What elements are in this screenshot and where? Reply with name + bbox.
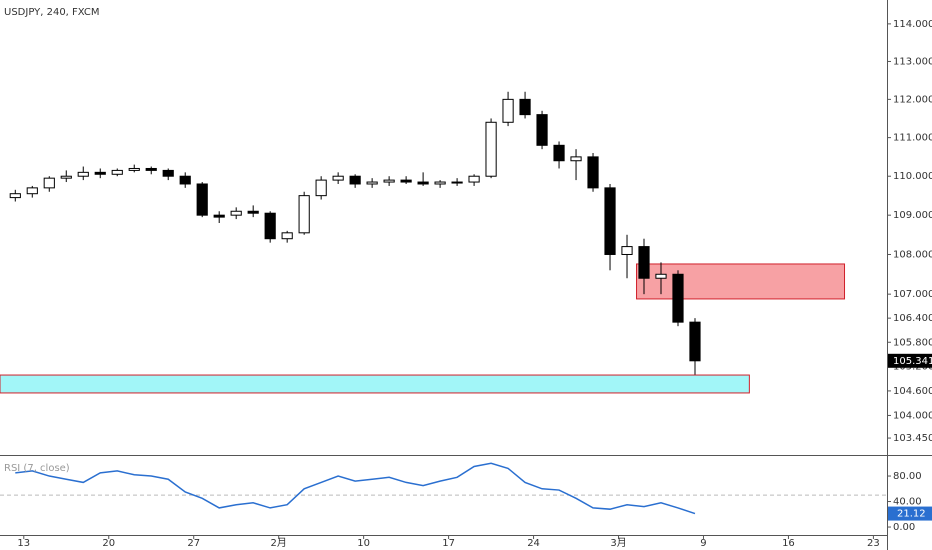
- candle-body: [417, 181, 429, 185]
- y-tick-label: 40.00: [893, 497, 922, 508]
- candle-body: [621, 246, 633, 255]
- candle-body: [315, 179, 327, 197]
- rsi-title: RSI (7, close): [4, 463, 70, 474]
- candle-body: [400, 179, 412, 183]
- y-tick-label: 113.000: [893, 56, 932, 67]
- rsi-line: [15, 462, 696, 515]
- candle-body: [468, 175, 480, 183]
- candle-body: [264, 212, 276, 240]
- candle-body: [451, 181, 463, 184]
- x-tick-label: 10: [357, 538, 370, 549]
- candle-body: [366, 181, 378, 185]
- candle-body: [43, 177, 55, 189]
- y-tick-label: 108.000: [893, 249, 932, 260]
- x-tick-label: 16: [782, 538, 795, 549]
- x-tick-label: 2月: [270, 537, 286, 549]
- y-tick-label: 104.000: [893, 410, 932, 421]
- y-tick-label: 106.400: [893, 313, 932, 324]
- candle-body: [332, 175, 344, 181]
- candle-body: [60, 175, 72, 179]
- x-tick-label: 23: [867, 538, 880, 549]
- y-tick-label: 114.000: [893, 19, 932, 30]
- candle-body: [502, 98, 514, 123]
- candle-body: [485, 121, 497, 177]
- zone: [0, 374, 750, 394]
- candle-body: [434, 181, 446, 185]
- candle-body: [179, 175, 191, 185]
- candle-body: [672, 273, 684, 323]
- zone: [636, 263, 846, 300]
- rsi-badge-label: 21.12: [897, 509, 926, 520]
- candle-body: [162, 169, 174, 177]
- candle-body: [536, 114, 548, 146]
- y-tick-label: 0.00: [893, 522, 915, 533]
- y-tick-label: 112.000: [893, 94, 932, 105]
- y-tick-label: 105.800: [893, 337, 932, 348]
- candle-body: [213, 214, 225, 218]
- candle-body: [77, 171, 89, 177]
- x-tick-label: 13: [17, 538, 30, 549]
- x-tick-label: 24: [527, 538, 540, 549]
- candle-body: [570, 156, 582, 162]
- candle-body: [94, 171, 106, 175]
- candle-body: [519, 98, 531, 116]
- candle-body: [553, 144, 565, 162]
- y-tick-label: 109.000: [893, 210, 932, 221]
- x-tick-label: 9: [700, 538, 706, 549]
- chart-title: USDJPY, 240, FXCM: [4, 7, 100, 18]
- candle-body: [281, 232, 293, 240]
- candle-body: [128, 167, 140, 171]
- x-tick-label: 20: [102, 538, 115, 549]
- candle-body: [111, 169, 123, 175]
- y-tick-label: 103.450: [893, 433, 932, 444]
- rsi-badge: [888, 506, 932, 521]
- y-tick-label: 107.000: [893, 289, 932, 300]
- candle-body: [9, 193, 21, 199]
- y-tick-label: 111.000: [893, 133, 932, 144]
- candle-body: [383, 179, 395, 183]
- candle-body: [655, 273, 667, 279]
- y-tick-label: 104.600: [893, 386, 932, 397]
- candle-body: [145, 167, 157, 171]
- x-tick-label: 27: [187, 538, 200, 549]
- y-tick-label: 80.00: [893, 471, 922, 482]
- x-tick-label: 3月: [610, 537, 626, 549]
- candle-body: [247, 210, 259, 214]
- candle-body: [298, 195, 310, 234]
- candle-body: [349, 175, 361, 185]
- layer: 114.000 113.000 112.000 111.000 110.000 109.0…: [0, 19, 932, 549]
- candle-body: [638, 246, 650, 279]
- y-tick-label: 110.000: [893, 171, 932, 182]
- price-badge-label: 105.341: [893, 356, 932, 367]
- candle-body: [604, 187, 616, 255]
- candle-body: [26, 187, 38, 195]
- candle-body: [196, 183, 208, 216]
- candle-body: [230, 210, 242, 216]
- candle-body: [689, 321, 701, 362]
- candle-body: [587, 156, 599, 189]
- price-badge: [888, 353, 932, 368]
- x-tick-label: 17: [442, 538, 455, 549]
